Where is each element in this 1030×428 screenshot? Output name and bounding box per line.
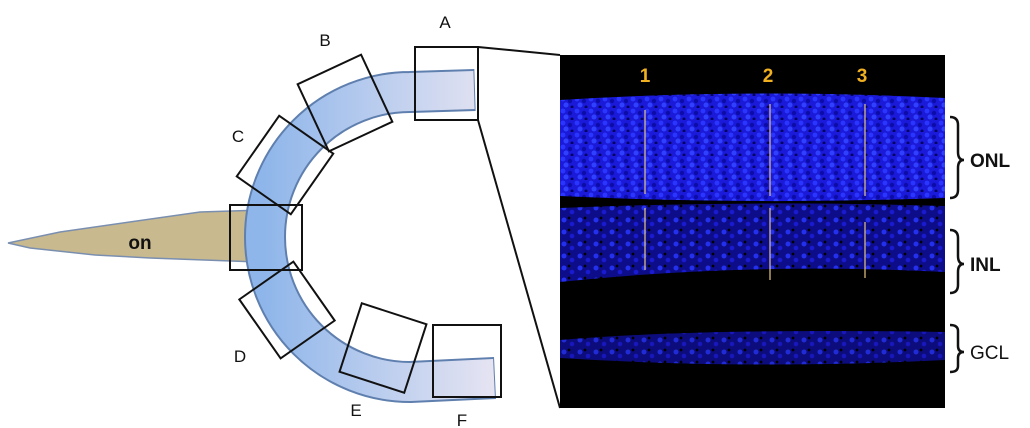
brackets	[950, 117, 964, 372]
gcl-layer	[560, 331, 945, 365]
column-label: 2	[763, 66, 774, 87]
zoom-line	[478, 47, 560, 55]
region-label: C	[232, 127, 244, 146]
region-label: D	[234, 347, 246, 366]
retina-diagram: A B C D E F on 1 2 3 ONL INL GCL	[0, 0, 1030, 428]
onl-layer	[560, 93, 945, 201]
region-label: F	[457, 411, 467, 428]
retina-band	[265, 90, 494, 382]
column-label: 1	[640, 66, 651, 87]
region-label: B	[319, 31, 330, 50]
optic-nerve-label: on	[128, 233, 151, 254]
region-label: E	[350, 401, 361, 420]
layer-label: ONL	[970, 151, 1011, 172]
layer-label: INL	[970, 255, 1001, 276]
layer-label: GCL	[970, 343, 1009, 364]
column-label: 3	[857, 66, 868, 87]
region-label: A	[439, 13, 451, 32]
